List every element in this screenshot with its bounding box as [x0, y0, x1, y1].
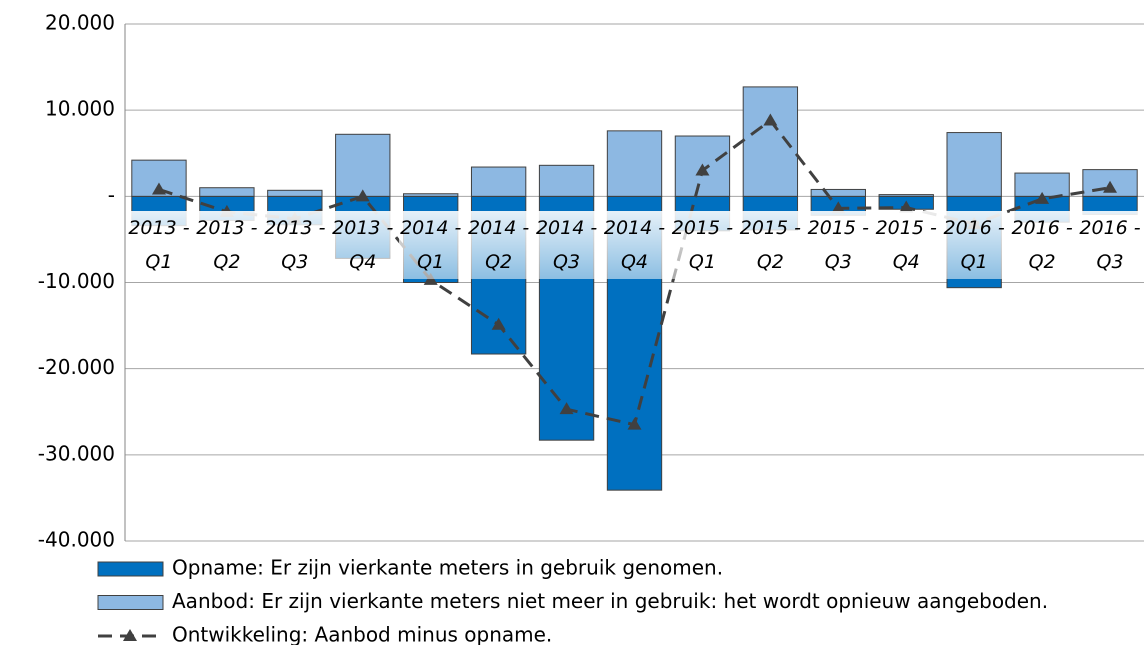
legend-label: Opname: Er zijn vierkante meters in gebr… — [172, 556, 723, 580]
marker — [559, 402, 574, 415]
marker — [899, 200, 914, 213]
legend-label: Aanbod: Er zijn vierkante meters niet me… — [172, 589, 1048, 613]
bar — [606, 130, 663, 197]
x-tick-label: 2015 - Q2 — [738, 211, 803, 279]
legend-swatch — [97, 595, 164, 610]
y-tick-label: -30.000 — [38, 441, 115, 465]
x-tick-label: 2014 - Q1 — [398, 211, 463, 279]
legend-swatch — [97, 561, 164, 577]
bar — [810, 188, 866, 197]
legend-label: Ontwikkeling: Aanbod minus opname. — [172, 623, 552, 645]
marker — [151, 182, 166, 195]
y-tick-label: -10.000 — [38, 269, 115, 293]
bar — [199, 187, 255, 197]
x-tick-label: 2016 - Q3 — [1078, 211, 1143, 279]
bar — [538, 164, 595, 197]
marker — [1035, 191, 1050, 204]
x-tick-label: 2014 - Q4 — [602, 211, 667, 279]
x-tick-label: 2015 - Q4 — [874, 211, 939, 279]
bar — [335, 133, 391, 197]
x-tick-label: 2015 - Q3 — [806, 211, 871, 279]
bar — [742, 86, 799, 197]
bar — [267, 189, 323, 197]
y-tick-label: - — [108, 183, 115, 207]
y-tick-label: -40.000 — [38, 528, 115, 552]
bar — [470, 166, 527, 197]
bar — [878, 194, 934, 197]
x-tick-label: 2014 - Q2 — [466, 211, 531, 279]
marker — [491, 317, 506, 330]
x-tick-label: 2013 - Q1 — [126, 211, 191, 279]
x-tick-label: 2016 - Q1 — [942, 211, 1007, 279]
marker — [627, 417, 642, 430]
x-tick-label: 2013 - Q2 — [194, 211, 259, 279]
y-tick-label: 20.000 — [45, 11, 115, 35]
x-tick-label: 2014 - Q3 — [534, 211, 599, 279]
bar — [946, 132, 1002, 197]
y-tick-label: 10.000 — [45, 97, 115, 121]
y-tick-label: -20.000 — [38, 355, 115, 379]
x-tick-label: 2015 - Q1 — [670, 211, 735, 279]
bar — [403, 193, 459, 197]
marker — [1103, 180, 1118, 193]
x-tick-label: 2013 - Q3 — [262, 211, 327, 279]
x-tick-label: 2016 - Q2 — [1010, 211, 1075, 279]
marker — [763, 113, 778, 126]
legend-marker — [123, 629, 137, 641]
marker — [695, 163, 710, 176]
x-tick-label: 2013 - Q4 — [330, 211, 395, 279]
marker — [831, 201, 846, 214]
marker — [355, 189, 370, 202]
